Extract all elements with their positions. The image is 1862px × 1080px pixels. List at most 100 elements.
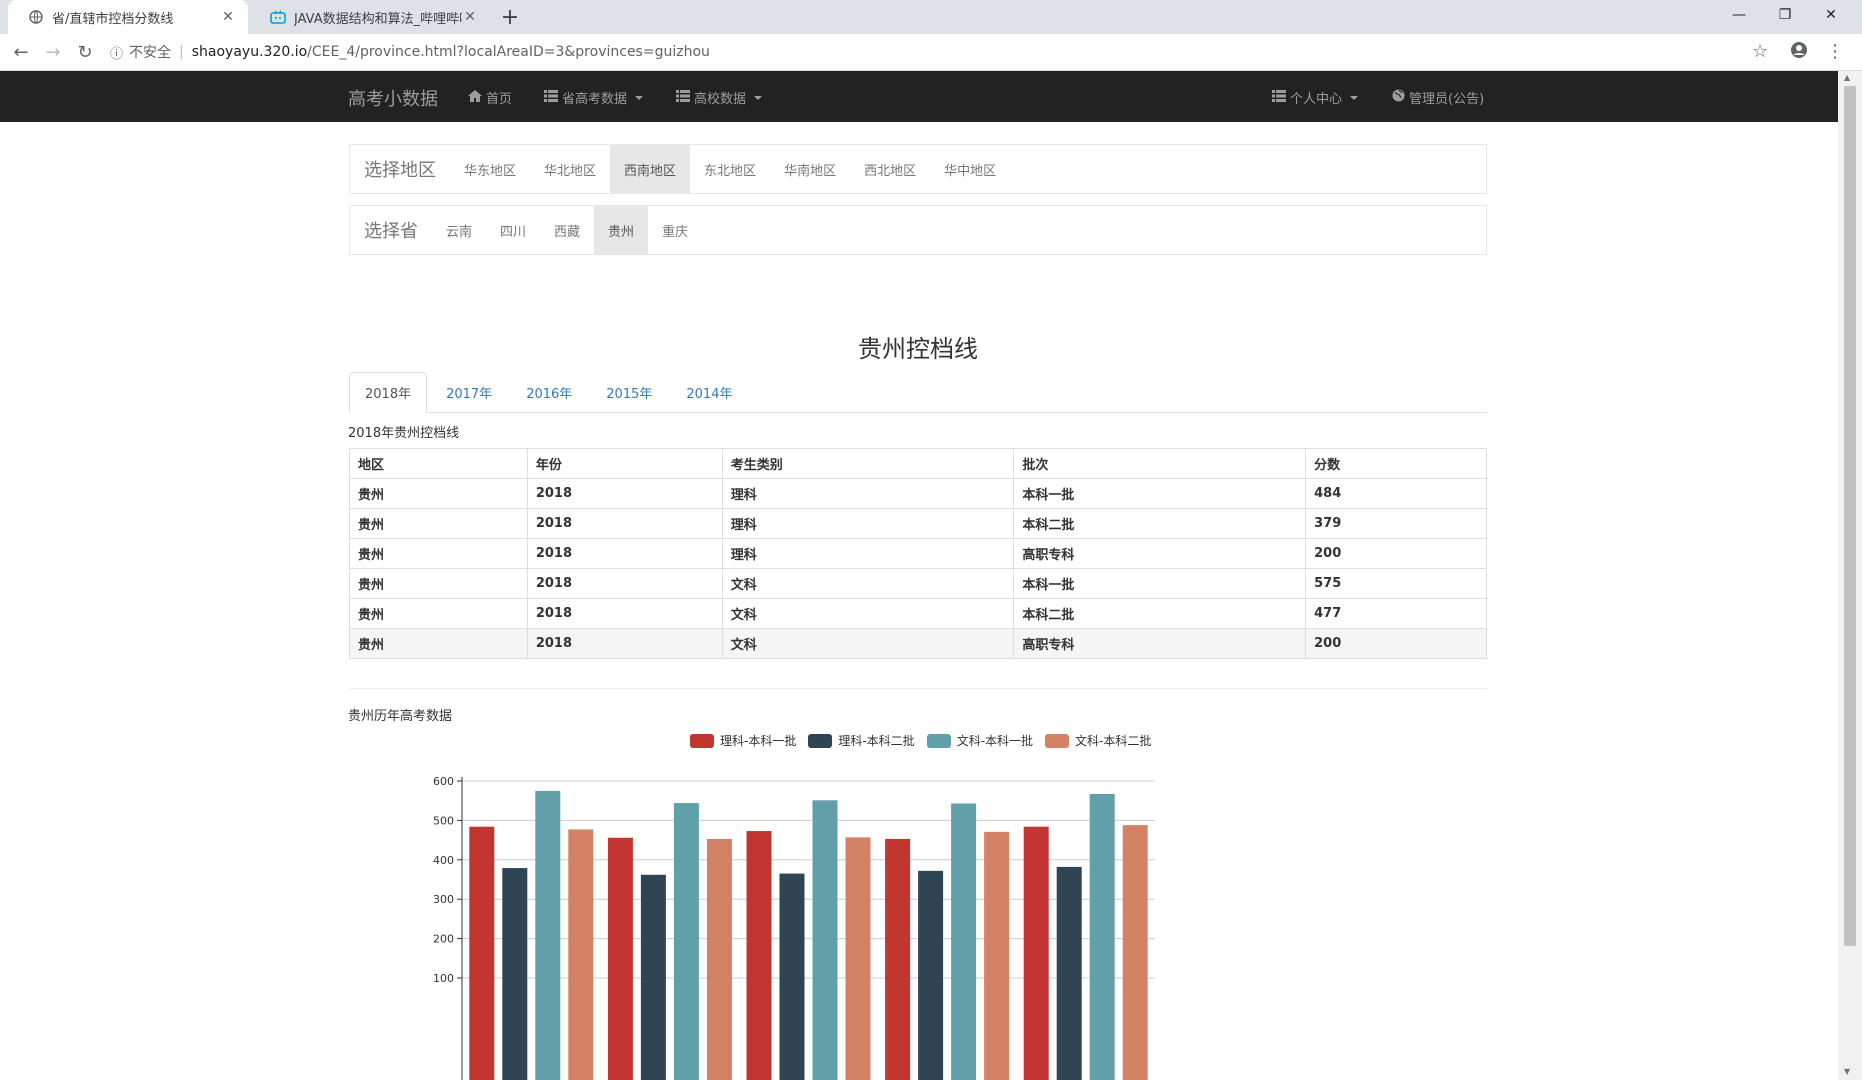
bilibili-icon: [270, 9, 286, 25]
table-row: 贵州 2018 理科 本科二批 379: [349, 508, 1487, 539]
table-row: 贵州 2018 理科 本科一批 484: [349, 478, 1487, 509]
table-cell: 文科: [721, 568, 1015, 599]
nav-college-label: 高校数据: [694, 92, 747, 107]
reload-icon[interactable]: ↻: [77, 41, 93, 63]
nav-admin[interactable]: 管理员(公告): [1392, 88, 1484, 107]
table-row: 贵州 2018 文科 本科一批 575: [349, 568, 1487, 599]
region-item[interactable]: 西北地区: [864, 163, 917, 179]
chart-bar: [885, 838, 911, 1080]
table-cell: 本科二批: [1013, 508, 1307, 539]
bookmark-star-icon[interactable]: ☆: [1752, 41, 1769, 62]
province-item[interactable]: 云南: [446, 224, 473, 240]
table-cell: 2018: [526, 478, 723, 509]
nav-personal-center[interactable]: 个人中心: [1272, 88, 1359, 107]
y-tick-label: 500: [433, 814, 454, 827]
scrollbar-thumb[interactable]: [1844, 86, 1856, 946]
site-brand[interactable]: 高考小数据: [348, 89, 438, 110]
table-row: 贵州 2018 文科 本科二批 477: [349, 598, 1487, 629]
new-tab-button[interactable]: +: [500, 4, 520, 30]
table-cell: 文科: [721, 628, 1015, 659]
browser-tab-active[interactable]: 省/直辖市控档分数线 ✕: [8, 0, 248, 34]
year-tab-active[interactable]: 2018年: [349, 372, 428, 413]
globe-icon: [28, 9, 44, 25]
province-selector: 选择省 云南 四川 西藏 贵州 重庆: [349, 205, 1487, 255]
chart-bar: [706, 838, 732, 1080]
table-cell: 贵州: [349, 598, 528, 629]
y-tick-label: 600: [433, 775, 454, 788]
address-bar[interactable]: ⓘ 不安全 | shaoyayu.320.io/CEE_4/province.h…: [110, 38, 1750, 66]
province-item-active[interactable]: 贵州: [594, 206, 649, 254]
table-cell: 贵州: [349, 628, 528, 659]
forward-arrow-icon[interactable]: →: [45, 41, 61, 63]
legend-item[interactable]: 理科-本科一批: [690, 732, 796, 749]
restore-icon[interactable]: ❐: [1778, 7, 1792, 23]
region-selector: 选择地区 华东地区 华北地区 西南地区 东北地区 华南地区 西北地区 华中地区: [349, 144, 1487, 194]
globe-icon: [1392, 89, 1405, 106]
list-icon: [544, 89, 558, 106]
year-tab[interactable]: 2015年: [606, 386, 653, 402]
province-item[interactable]: 重庆: [662, 224, 689, 240]
browser-tab[interactable]: JAVA数据结构和算法_哔哩哔哩 ✕: [250, 0, 490, 34]
browser-toolbar: ← → ↻ ⓘ 不安全 | shaoyayu.320.io/CEE_4/prov…: [0, 34, 1862, 71]
page-scrollbar[interactable]: ▲ ▼: [1838, 71, 1862, 1080]
table-cell: 2018: [526, 598, 723, 629]
column-header: 批次: [1013, 448, 1307, 479]
chart-bar: [812, 800, 838, 1080]
nav-admin-label: 管理员(公告): [1409, 92, 1485, 107]
back-arrow-icon[interactable]: ←: [13, 41, 29, 63]
scroll-down-icon[interactable]: ▼: [1844, 1067, 1851, 1076]
address-separator: |: [179, 44, 184, 60]
list-icon: [1272, 89, 1286, 106]
region-item-active[interactable]: 西南地区: [610, 145, 691, 193]
caret-down-icon: [1350, 95, 1359, 100]
province-item[interactable]: 西藏: [554, 224, 581, 240]
region-item[interactable]: 华北地区: [544, 163, 597, 179]
column-header: 年份: [526, 448, 723, 479]
y-tick-label: 400: [433, 854, 454, 867]
table-cell: 379: [1305, 508, 1487, 539]
minimize-icon[interactable]: —: [1732, 7, 1746, 23]
year-tab[interactable]: 2016年: [526, 386, 573, 402]
account-icon[interactable]: [1790, 41, 1808, 64]
table-cell: 高职专科: [1013, 538, 1307, 569]
window-close-icon[interactable]: ✕: [1825, 7, 1837, 23]
table-cell: 高职专科: [1013, 628, 1307, 659]
nav-province-data[interactable]: 省高考数据: [544, 88, 644, 107]
menu-kebab-icon[interactable]: ⋮: [1826, 41, 1844, 62]
region-item[interactable]: 华南地区: [784, 163, 837, 179]
caret-down-icon: [754, 95, 763, 100]
table-cell: 本科一批: [1013, 478, 1307, 509]
province-selector-label: 选择省: [364, 221, 418, 242]
province-item[interactable]: 四川: [500, 224, 527, 240]
table-cell: 2018: [526, 568, 723, 599]
close-icon[interactable]: ✕: [222, 9, 234, 25]
chart-bar: [640, 874, 666, 1080]
column-header: 考生类别: [721, 448, 1015, 479]
chart-bar: [984, 831, 1010, 1080]
legend-swatch: [926, 733, 951, 748]
region-item[interactable]: 东北地区: [704, 163, 757, 179]
chart-bar: [951, 803, 977, 1080]
chart-bar: [535, 790, 561, 1080]
year-tab[interactable]: 2014年: [686, 386, 733, 402]
table-cell: 2018: [526, 628, 723, 659]
region-item[interactable]: 华东地区: [464, 163, 517, 179]
chart-bar: [1056, 866, 1082, 1080]
scroll-up-icon[interactable]: ▲: [1844, 73, 1851, 82]
chart-bar: [1023, 826, 1049, 1080]
legend-swatch: [1045, 733, 1070, 748]
legend-item[interactable]: 文科-本科二批: [1045, 732, 1151, 749]
info-icon[interactable]: ⓘ: [110, 46, 124, 62]
column-header: 分数: [1305, 448, 1487, 479]
table-row: 贵州 2018 文科 高职专科 200: [349, 628, 1487, 659]
region-item[interactable]: 华中地区: [944, 163, 997, 179]
security-label: 不安全: [129, 45, 172, 61]
caret-down-icon: [635, 95, 644, 100]
legend-item[interactable]: 理科-本科二批: [808, 732, 915, 749]
nav-college-data[interactable]: 高校数据: [676, 88, 763, 107]
legend-item[interactable]: 文科-本科一批: [926, 732, 1033, 749]
close-icon[interactable]: ✕: [464, 9, 476, 25]
year-tab[interactable]: 2017年: [446, 386, 493, 402]
nav-home[interactable]: 首页: [468, 88, 512, 107]
table-cell: 2018: [526, 538, 723, 569]
